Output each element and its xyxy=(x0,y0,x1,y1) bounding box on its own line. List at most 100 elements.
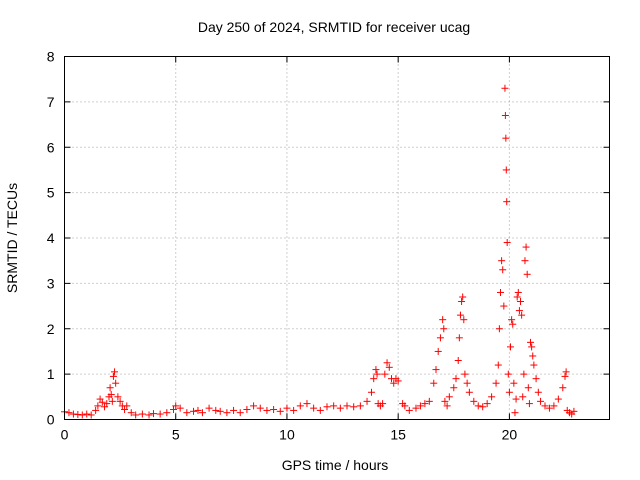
data-point xyxy=(372,366,380,374)
y-tick-label: 5 xyxy=(47,185,55,201)
x-tick-label: 15 xyxy=(390,427,406,443)
data-point xyxy=(127,409,135,417)
data-point xyxy=(111,368,119,376)
data-point xyxy=(172,402,180,410)
data-point xyxy=(465,388,473,396)
data-point xyxy=(190,407,198,415)
data-point xyxy=(456,311,464,319)
data-point xyxy=(296,402,304,410)
data-point xyxy=(510,379,518,387)
data-point xyxy=(132,411,140,419)
data-point xyxy=(527,338,535,346)
data-point xyxy=(78,411,86,419)
data-point xyxy=(518,311,526,319)
data-point xyxy=(503,198,511,206)
data-point xyxy=(504,370,512,378)
data-point xyxy=(250,402,258,410)
data-point xyxy=(98,398,106,406)
y-axis-label: SRMTID / TECUs xyxy=(4,183,20,293)
data-point xyxy=(303,400,311,408)
data-point xyxy=(520,370,528,378)
data-point xyxy=(367,388,375,396)
y-tick-label: 0 xyxy=(47,412,55,428)
data-point xyxy=(103,400,111,408)
data-point xyxy=(499,266,507,274)
data-point xyxy=(530,361,538,369)
data-point xyxy=(479,403,487,411)
data-point xyxy=(108,397,116,405)
data-point xyxy=(463,379,471,387)
data-point xyxy=(416,402,424,410)
data-point xyxy=(519,393,527,401)
data-point xyxy=(474,402,482,410)
data-point xyxy=(356,402,364,410)
data-point xyxy=(163,409,171,417)
data-point xyxy=(212,406,220,414)
data-point xyxy=(517,298,525,306)
data-point xyxy=(323,403,331,411)
data-point xyxy=(350,403,358,411)
x-tick-label: 5 xyxy=(172,427,180,443)
data-point xyxy=(459,293,467,301)
data-point xyxy=(529,352,537,360)
data-point xyxy=(223,409,231,417)
data-point xyxy=(432,366,440,374)
data-point xyxy=(561,372,569,380)
data-point xyxy=(537,397,545,405)
data-point xyxy=(488,393,496,401)
data-point xyxy=(394,377,402,385)
data-point xyxy=(500,302,508,310)
data-point xyxy=(505,388,513,396)
data-point xyxy=(440,325,448,333)
data-point xyxy=(497,288,504,296)
data-point xyxy=(381,370,389,378)
plot-frame xyxy=(64,56,610,420)
data-point xyxy=(230,406,238,414)
data-point xyxy=(502,134,510,142)
data-point xyxy=(554,395,562,403)
data-point xyxy=(528,343,536,351)
data-point xyxy=(515,307,523,315)
data-point xyxy=(183,409,191,417)
data-point xyxy=(425,397,433,405)
data-point xyxy=(336,404,344,412)
data-point xyxy=(106,384,114,392)
data-point xyxy=(138,410,146,418)
data-point xyxy=(370,375,378,383)
data-point xyxy=(216,407,224,415)
data-point xyxy=(421,400,429,408)
data-point xyxy=(316,406,324,414)
data-point xyxy=(412,404,420,412)
data-point xyxy=(121,406,129,414)
data-point xyxy=(522,243,530,251)
data-point xyxy=(92,406,100,414)
data-point xyxy=(290,406,298,414)
data-point xyxy=(534,388,542,396)
data-point xyxy=(441,397,449,405)
data-point xyxy=(198,409,206,417)
data-point xyxy=(514,288,522,296)
data-point xyxy=(483,400,491,408)
data-point xyxy=(458,298,466,306)
data-point xyxy=(501,111,509,119)
data-point xyxy=(373,370,381,378)
data-point xyxy=(525,400,533,408)
data-point xyxy=(405,406,413,414)
data-point xyxy=(263,406,271,414)
data-point xyxy=(256,404,264,412)
data-point xyxy=(170,406,177,414)
data-point xyxy=(383,359,391,367)
data-point xyxy=(385,363,393,371)
data-point xyxy=(114,393,122,401)
data-point xyxy=(507,343,515,351)
data-point xyxy=(492,379,500,387)
data-point xyxy=(460,316,468,324)
data-point xyxy=(109,372,117,380)
data-point xyxy=(559,384,567,392)
data-point xyxy=(524,384,532,392)
data-point xyxy=(176,404,184,412)
axis-ticks: 0 5 10 15 20 0 1 2 3 4 5 6 7 8 xyxy=(47,49,610,443)
data-point xyxy=(450,384,458,392)
chart-title: Day 250 of 2024, SRMTID for receiver uca… xyxy=(198,19,470,35)
